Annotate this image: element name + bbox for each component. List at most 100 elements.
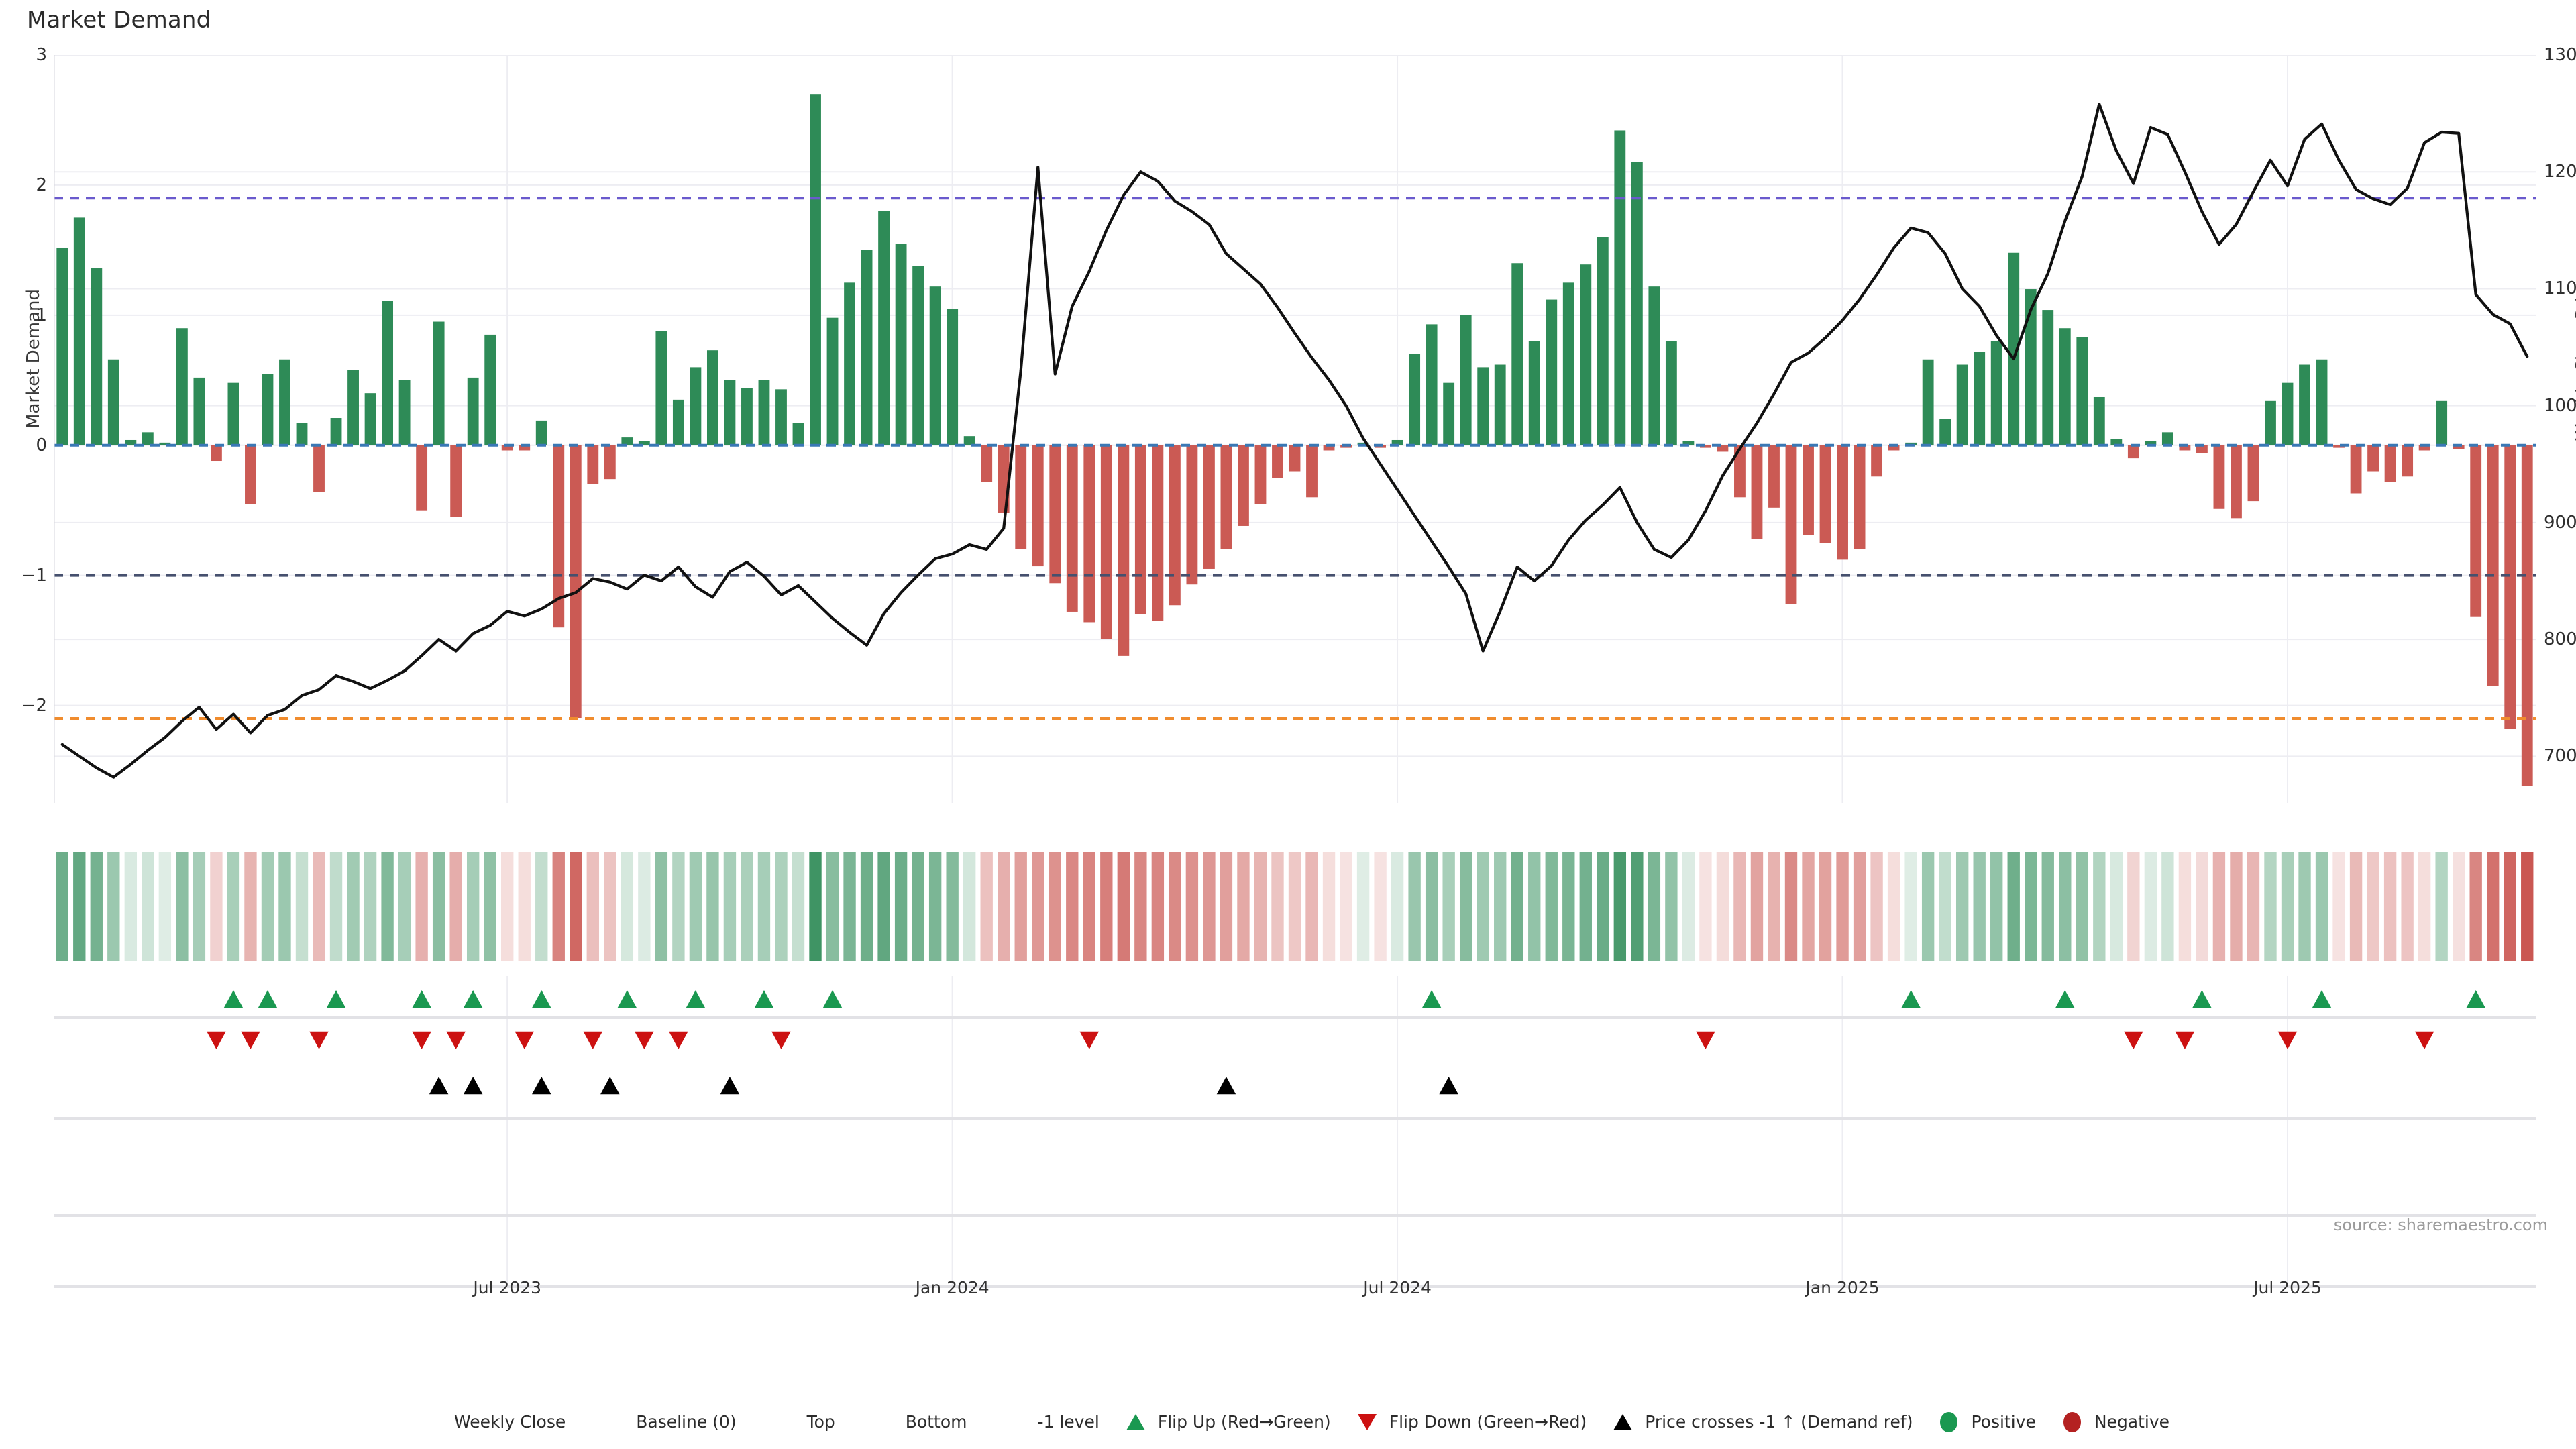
- y-axis-left-tick: 2: [36, 174, 47, 195]
- flip-down-marker: [771, 1031, 791, 1049]
- flip-up-marker: [223, 990, 244, 1008]
- legend-label: Flip Up (Red→Green): [1157, 1412, 1331, 1432]
- flip-down-marker: [412, 1031, 431, 1049]
- legend-label: Negative: [2094, 1412, 2170, 1432]
- flip-down-marker: [583, 1031, 603, 1049]
- legend-label: Baseline (0): [636, 1412, 737, 1432]
- legend-item[interactable]: Positive: [1935, 1411, 2036, 1432]
- flip-down-marker: [2124, 1031, 2143, 1049]
- flip-down-marker: [2175, 1031, 2195, 1049]
- legend-label: -1 level: [1037, 1412, 1099, 1432]
- dotted-line-swatch-icon: [858, 1413, 897, 1431]
- main-plot: [54, 55, 2536, 803]
- legend-item[interactable]: Negative: [2059, 1411, 2170, 1432]
- flip-up-marker: [754, 990, 774, 1008]
- flip-down-marker: [1696, 1031, 1715, 1049]
- x-axis-tick: Jan 2024: [915, 1278, 989, 1297]
- legend-item[interactable]: Price crosses -1 ↑ (Demand ref): [1609, 1412, 1913, 1432]
- price-cross-marker: [600, 1077, 620, 1095]
- y-axis-left-tick: −1: [21, 565, 47, 586]
- flip-down-marker: [2414, 1031, 2434, 1049]
- legend-item[interactable]: Weekly Close: [407, 1412, 566, 1432]
- x-axis-tick: Jul 2025: [2253, 1278, 2322, 1297]
- price-cross-marker: [463, 1077, 483, 1095]
- legend-label: Positive: [1971, 1412, 2036, 1432]
- legend-label: Flip Down (Green→Red): [1389, 1412, 1587, 1432]
- legend-label: Price crosses -1 ↑ (Demand ref): [1645, 1412, 1913, 1432]
- flip-up-marker: [412, 990, 431, 1008]
- source-attribution: source: sharemaestro.com: [2333, 1216, 2548, 1234]
- price-cross-marker: [429, 1077, 449, 1095]
- y-axis-right-tick: 1200: [2544, 162, 2576, 182]
- signal-markers: [54, 976, 2536, 1134]
- legend-label: Bottom: [905, 1412, 967, 1432]
- flip-down-marker: [2277, 1031, 2298, 1049]
- y-axis-left-tick: −2: [21, 695, 47, 716]
- legend-item[interactable]: Bottom: [858, 1412, 967, 1432]
- x-axis-tick: Jul 2024: [1363, 1278, 1432, 1297]
- y-axis-right-label: Weekly Close Price: [2573, 276, 2576, 441]
- lower-gridlines: [54, 1134, 2536, 1288]
- demand-price-chart: [54, 55, 2536, 803]
- legend-label: Top: [806, 1412, 835, 1432]
- x-axis-tick: Jan 2025: [1805, 1278, 1880, 1297]
- flip-down-marker: [207, 1031, 226, 1049]
- x-axis-tick: Jul 2023: [473, 1278, 542, 1297]
- dotted-line-swatch-icon: [989, 1413, 1028, 1431]
- legend-item[interactable]: Top: [759, 1412, 835, 1432]
- flip-up-marker: [1901, 990, 1921, 1008]
- flip-down-marker: [1079, 1031, 1099, 1049]
- flip-up-marker: [326, 990, 346, 1008]
- triangle-up-icon: [1122, 1413, 1149, 1431]
- flip-up-marker: [2055, 990, 2075, 1008]
- y-axis-left-tick: 3: [36, 45, 47, 65]
- heat-band-strip: [56, 852, 2534, 961]
- flip-up-marker: [258, 990, 278, 1008]
- y-axis-right-tick: 800: [2544, 629, 2576, 650]
- y-axis-right-tick: 700: [2544, 746, 2576, 767]
- legend-label: Weekly Close: [453, 1412, 566, 1432]
- y-axis-right-tick: 1000: [2544, 395, 2576, 416]
- page-title: Market Demand: [27, 7, 211, 34]
- flip-up-marker: [531, 990, 551, 1008]
- marker-rows: [54, 976, 2536, 1134]
- triangle-down-icon: [1354, 1413, 1381, 1431]
- y-axis-right-tick: 900: [2544, 512, 2576, 533]
- triangle-up-black-icon: [1609, 1413, 1636, 1431]
- line-swatch-icon: [407, 1413, 445, 1431]
- flip-up-marker: [822, 990, 843, 1008]
- dot-swatch-icon: [1935, 1411, 1962, 1432]
- flip-up-marker: [2312, 990, 2332, 1008]
- lower-grid-panel: [54, 1134, 2536, 1288]
- flip-up-marker: [463, 990, 483, 1008]
- flip-down-marker: [309, 1031, 329, 1049]
- legend-item[interactable]: Flip Up (Red→Green): [1122, 1412, 1331, 1432]
- price-cross-marker: [531, 1077, 551, 1095]
- legend-item[interactable]: -1 level: [989, 1412, 1099, 1432]
- price-cross-marker: [1216, 1077, 1236, 1095]
- flip-up-marker: [617, 990, 637, 1008]
- price-cross-marker: [1439, 1077, 1458, 1095]
- legend-item[interactable]: Flip Down (Green→Red): [1354, 1412, 1587, 1432]
- demand-heat-band: [54, 852, 2536, 961]
- dot-swatch-icon: [2059, 1411, 2086, 1432]
- y-axis-left-tick: 0: [36, 435, 47, 455]
- flip-down-marker: [515, 1031, 534, 1049]
- y-axis-left-tick: 1: [36, 305, 47, 325]
- flip-up-marker: [2192, 990, 2212, 1008]
- flip-down-marker: [635, 1031, 654, 1049]
- legend-item[interactable]: Baseline (0): [588, 1412, 736, 1432]
- flip-up-marker: [1421, 990, 1442, 1008]
- flip-down-marker: [669, 1031, 688, 1049]
- dashed-line-swatch-icon: [588, 1413, 627, 1431]
- price-cross-marker: [720, 1077, 740, 1095]
- flip-down-marker: [446, 1031, 466, 1049]
- flip-down-marker: [241, 1031, 260, 1049]
- flip-up-marker: [2466, 990, 2485, 1008]
- chart-legend: Weekly Close Baseline (0) Top Bottom -1 leve…: [0, 1411, 2576, 1432]
- dotted-line-swatch-icon: [759, 1413, 798, 1431]
- flip-up-marker: [686, 990, 706, 1008]
- y-axis-right-tick: 1100: [2544, 278, 2576, 299]
- y-axis-right-tick: 1300: [2544, 45, 2576, 65]
